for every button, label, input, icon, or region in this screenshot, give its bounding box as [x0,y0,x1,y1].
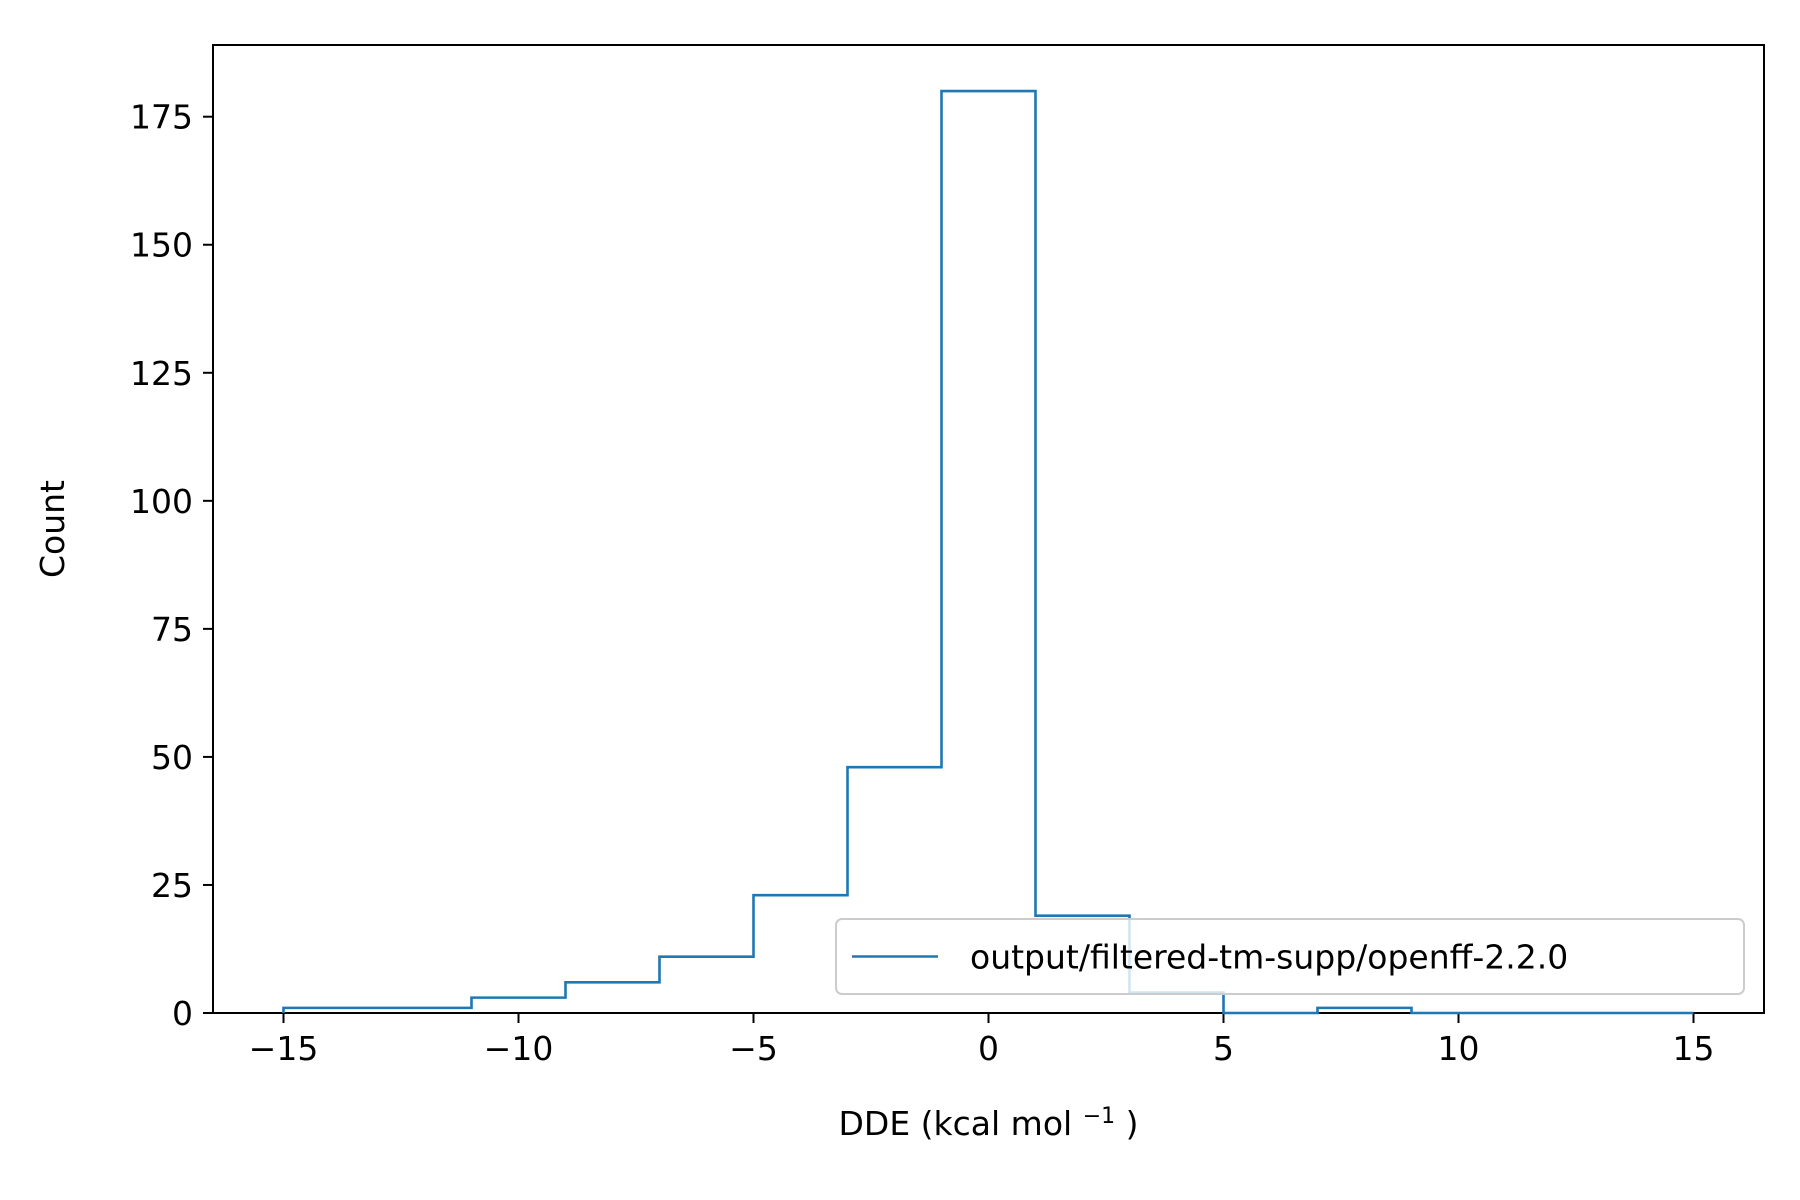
histogram-bin [942,91,1036,1013]
series-layer [282,89,1694,1015]
histogram-step-line-0 [282,89,1694,1015]
histogram-bin [566,982,660,1013]
legend-label: output/filtered-tm-supp/openff-2.2.0 [970,938,1568,977]
y-tick-label: 175 [130,98,193,137]
y-tick-label: 50 [151,738,193,777]
y-tick-label: 125 [130,354,193,393]
histogram-bin [472,998,566,1013]
x-axis-label: DDE (kcal mol −1 ) [839,1092,1139,1143]
x-tick-label: −5 [729,1029,778,1068]
x-tick-label: −10 [484,1029,554,1068]
x-tick-label: −15 [249,1029,319,1068]
x-tick-label: 15 [1673,1029,1715,1068]
histogram-bin [1318,1008,1412,1013]
x-axis-label-suffix: ) [1126,1104,1139,1143]
y-tick-label: 75 [151,610,193,649]
histogram-bin [1130,993,1224,1013]
x-tick-label: 5 [1213,1029,1234,1068]
y-tick-label: 25 [151,866,193,905]
legend: output/filtered-tm-supp/openff-2.2.0 [835,918,1745,995]
y-tick-label: 100 [130,482,193,521]
legend-box [835,918,1745,995]
x-tick-label: 10 [1438,1029,1480,1068]
x-tick-label: 0 [978,1029,999,1068]
histogram-bin [754,895,848,1013]
x-axis-label-superscript: −1 [1083,1104,1115,1129]
y-axis-label: Count [33,480,72,578]
y-axis: 0 25 50 75 100 125 150 175 [130,98,213,1033]
x-axis: −15 −10 −5 0 5 10 15 [249,1013,1715,1068]
histogram-bin [660,957,754,1013]
histogram-bin [378,1008,472,1013]
x-axis-label-main: DDE (kcal mol [839,1104,1073,1143]
y-tick-label: 150 [130,226,193,265]
histogram-bin [284,1008,378,1013]
y-tick-label: 0 [172,994,193,1033]
